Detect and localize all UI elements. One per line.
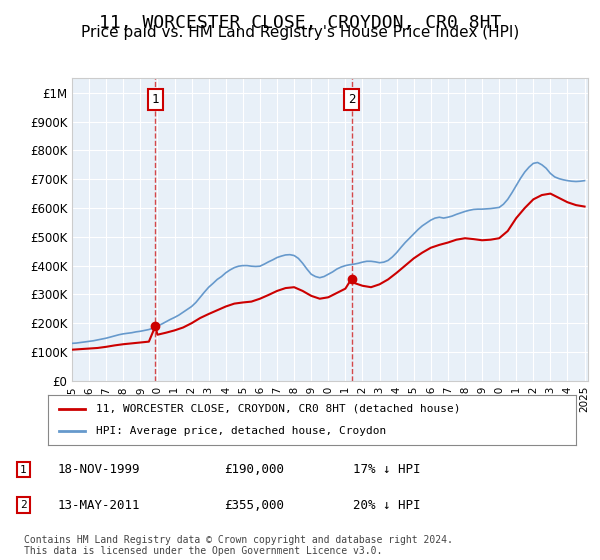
Text: HPI: Average price, detached house, Croydon: HPI: Average price, detached house, Croy… xyxy=(95,426,386,436)
Text: 1: 1 xyxy=(152,93,159,106)
Text: 20% ↓ HPI: 20% ↓ HPI xyxy=(353,499,420,512)
Text: 17% ↓ HPI: 17% ↓ HPI xyxy=(353,463,420,476)
Text: 1: 1 xyxy=(20,465,27,475)
Text: 11, WORCESTER CLOSE, CROYDON, CR0 8HT (detached house): 11, WORCESTER CLOSE, CROYDON, CR0 8HT (d… xyxy=(95,404,460,414)
Text: 18-NOV-1999: 18-NOV-1999 xyxy=(57,463,140,476)
Text: 13-MAY-2011: 13-MAY-2011 xyxy=(57,499,140,512)
Text: Contains HM Land Registry data © Crown copyright and database right 2024.
This d: Contains HM Land Registry data © Crown c… xyxy=(24,535,453,557)
Text: Price paid vs. HM Land Registry's House Price Index (HPI): Price paid vs. HM Land Registry's House … xyxy=(81,25,519,40)
Text: 11, WORCESTER CLOSE, CROYDON, CR0 8HT: 11, WORCESTER CLOSE, CROYDON, CR0 8HT xyxy=(99,14,501,32)
Text: 2: 2 xyxy=(20,500,27,510)
Text: 2: 2 xyxy=(348,93,355,106)
Text: £355,000: £355,000 xyxy=(224,499,284,512)
Text: £190,000: £190,000 xyxy=(224,463,284,476)
